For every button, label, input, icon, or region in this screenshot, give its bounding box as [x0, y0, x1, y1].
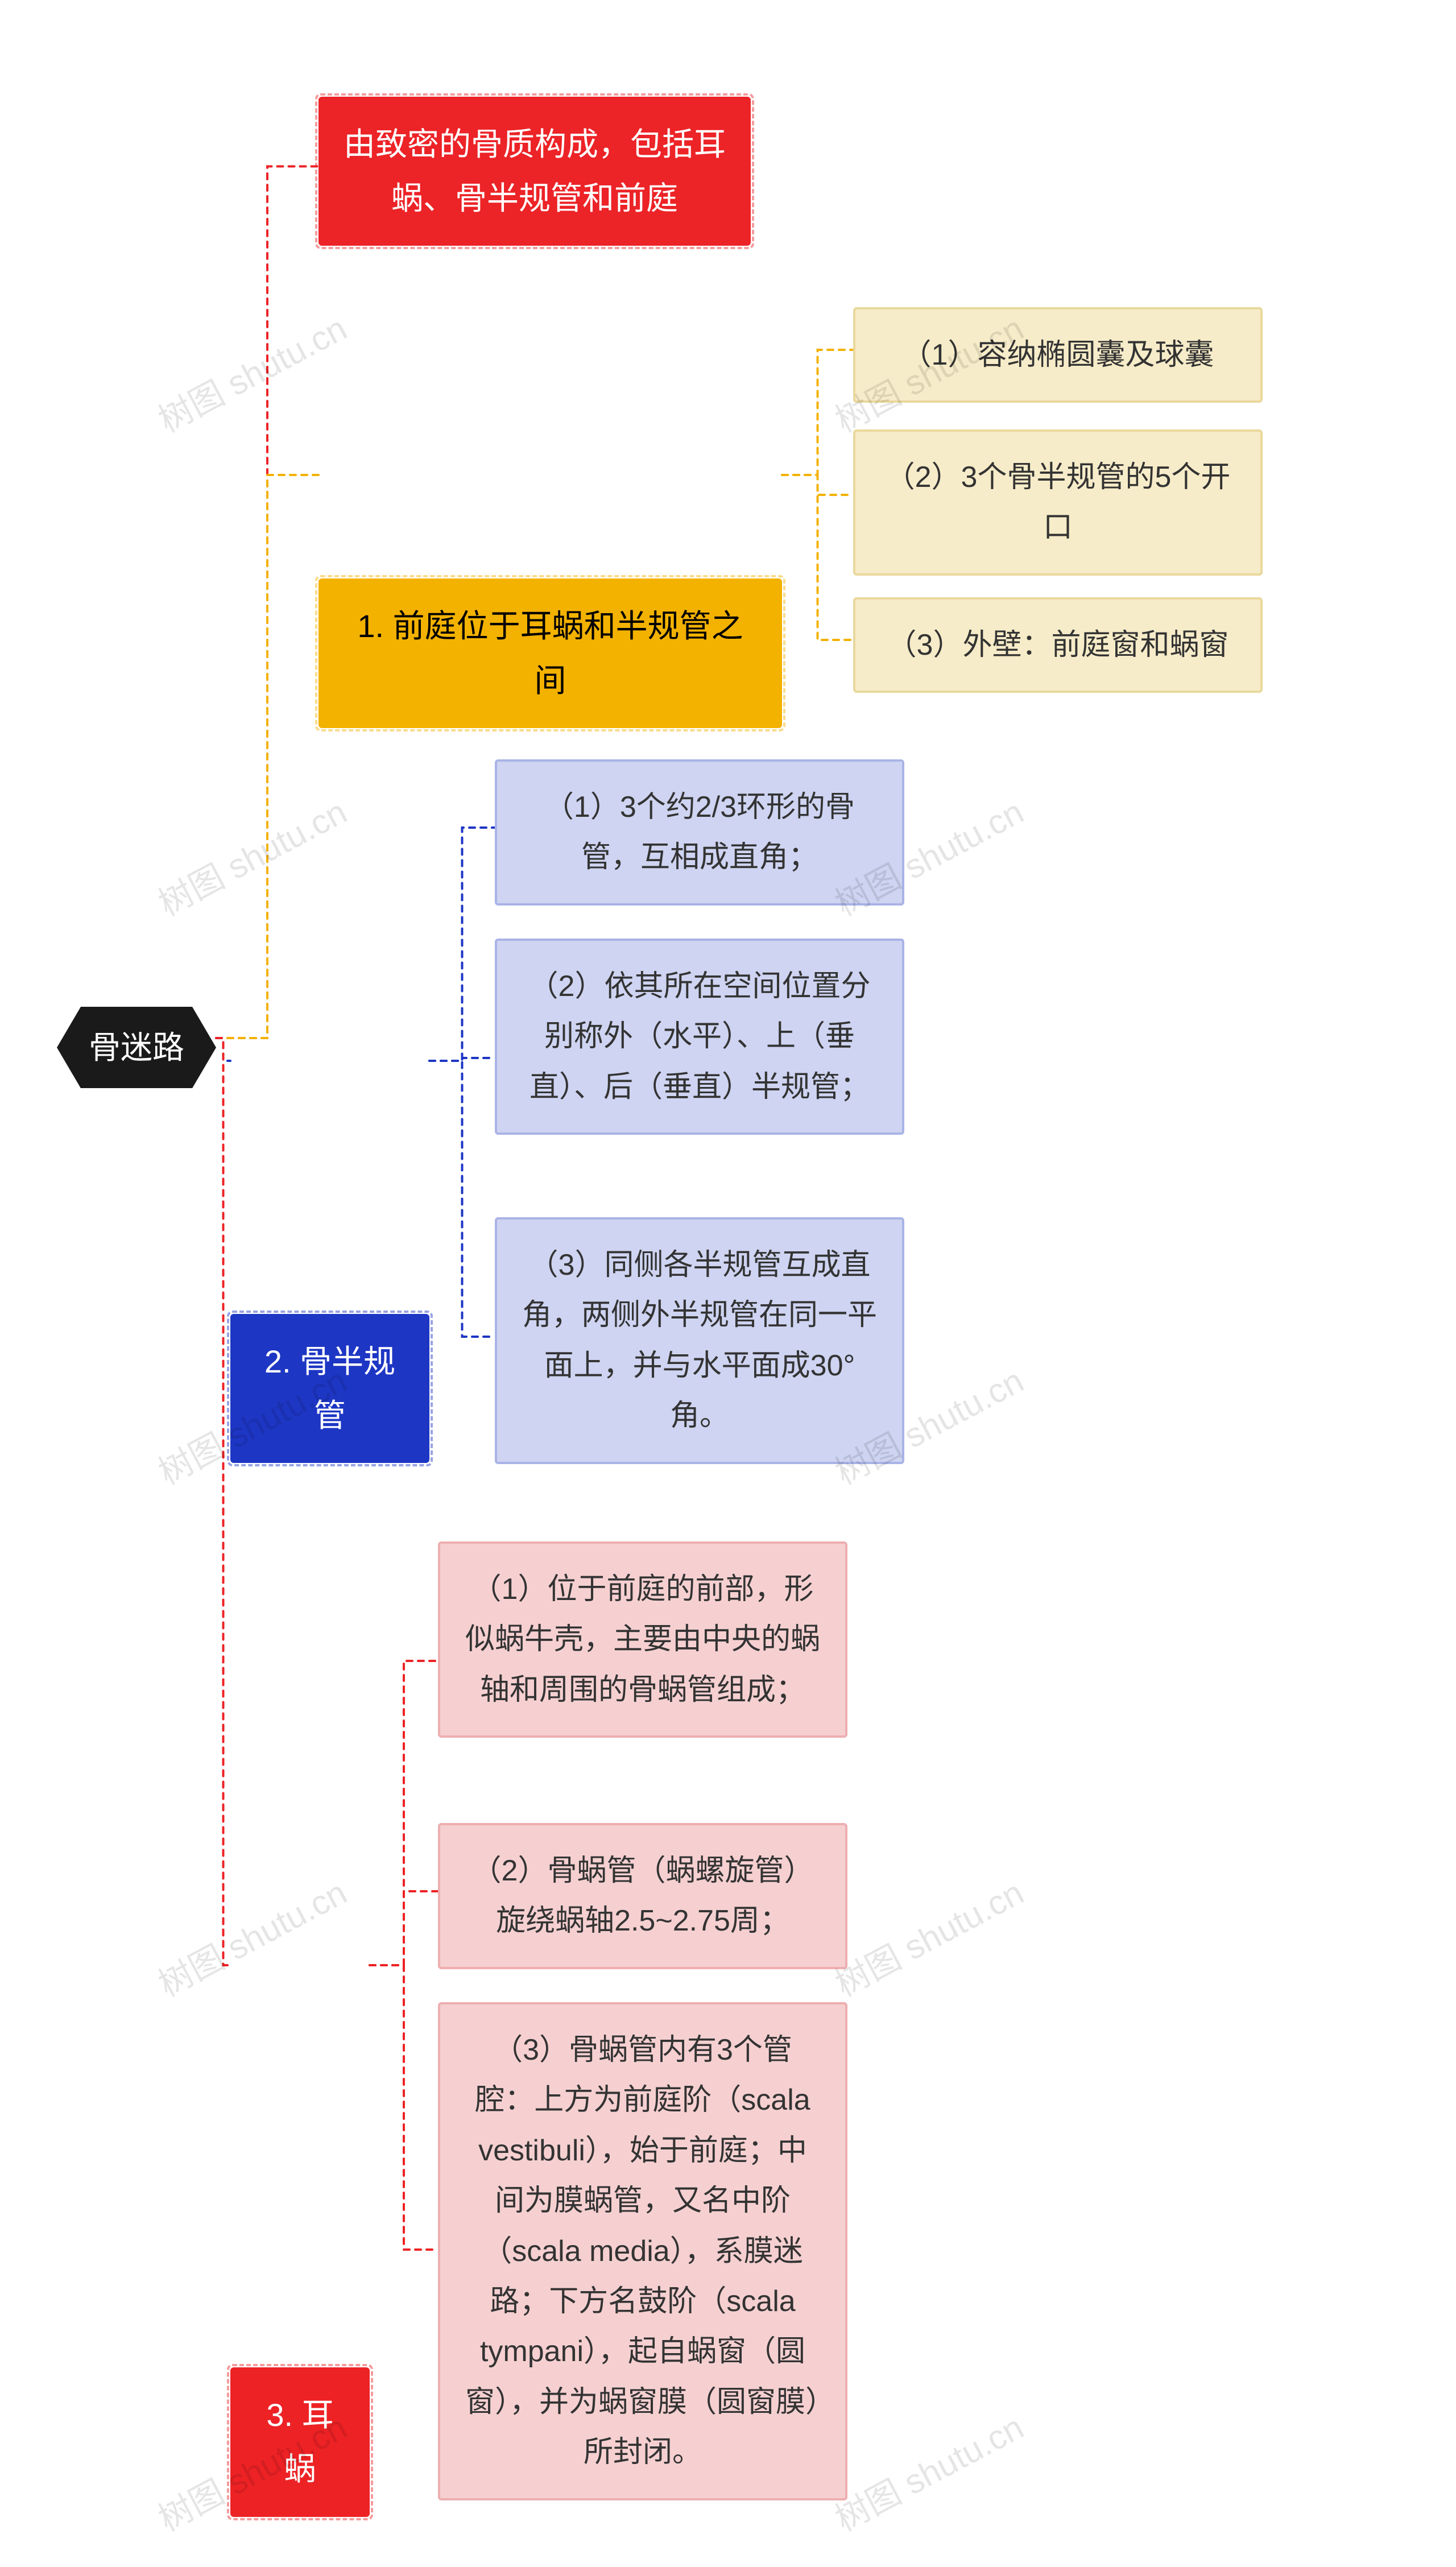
- leaf-vestibule-1[interactable]: （2）3个骨半规管的5个开口: [853, 429, 1263, 576]
- watermark: 树图 shutu.cn: [148, 1866, 354, 2006]
- watermark: 树图 shutu.cn: [825, 2400, 1031, 2541]
- watermark: 树图 shutu.cn: [148, 785, 354, 925]
- watermark: 树图 shutu.cn: [825, 1866, 1031, 2006]
- leaf-cochlea-0[interactable]: （1）位于前庭的前部，形似蜗牛壳，主要由中央的蜗轴和周围的骨蜗管组成；: [438, 1541, 847, 1738]
- leaf-vestibule-0[interactable]: （1）容纳椭圆囊及球囊: [853, 307, 1263, 403]
- leaf-cochlea-2[interactable]: （3）骨蜗管内有3个管腔：上方为前庭阶（scala vestibuli），始于前…: [438, 2002, 847, 2500]
- branch-overview[interactable]: 由致密的骨质构成，包括耳蜗、骨半规管和前庭: [318, 97, 751, 246]
- leaf-semicircular-2[interactable]: （3）同侧各半规管互成直角，两侧外半规管在同一平面上，并与水平面成30°角。: [495, 1217, 904, 1464]
- root-node[interactable]: 骨迷路: [57, 1007, 216, 1088]
- branch-vestibule[interactable]: 1. 前庭位于耳蜗和半规管之间: [318, 578, 782, 727]
- branch-semicircular[interactable]: 2. 骨半规管: [230, 1314, 429, 1463]
- mindmap-canvas: 骨迷路 由致密的骨质构成，包括耳蜗、骨半规管和前庭 1. 前庭位于耳蜗和半规管之…: [0, 0, 1456, 2567]
- leaf-semicircular-0[interactable]: （1）3个约2/3环形的骨管，互相成直角；: [495, 759, 904, 906]
- leaf-cochlea-1[interactable]: （2）骨蜗管（蜗螺旋管）旋绕蜗轴2.5~2.75周；: [438, 1823, 847, 1969]
- leaf-vestibule-2[interactable]: （3）外壁：前庭窗和蜗窗: [853, 597, 1263, 693]
- branch-cochlea[interactable]: 3. 耳蜗: [230, 2367, 370, 2516]
- leaf-semicircular-1[interactable]: （2）依其所在空间位置分别称外（水平）、上（垂直）、后（垂直）半规管；: [495, 939, 904, 1135]
- watermark: 树图 shutu.cn: [148, 301, 354, 442]
